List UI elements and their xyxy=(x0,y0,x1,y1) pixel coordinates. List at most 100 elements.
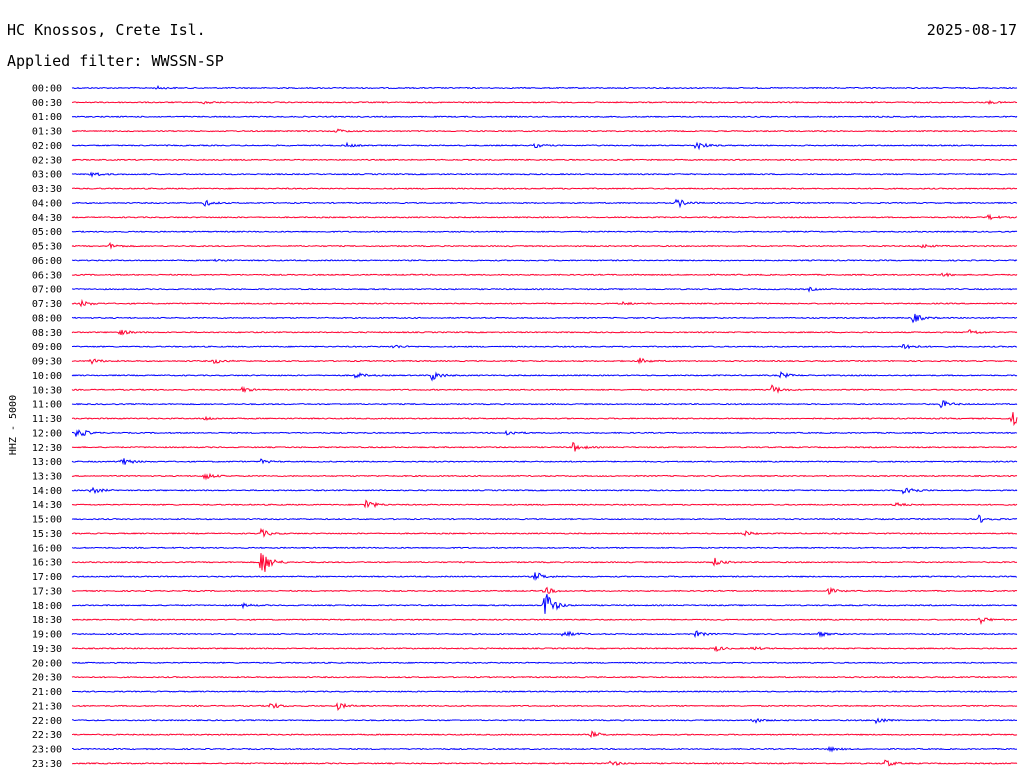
time-tick-label: 23:30 xyxy=(32,759,62,770)
trace-line xyxy=(71,357,1018,365)
time-tick-label: 05:30 xyxy=(32,242,62,253)
trace-line xyxy=(71,441,1018,452)
time-tick-label: 19:30 xyxy=(32,644,62,655)
time-tick-label: 13:00 xyxy=(32,457,62,468)
time-tick-label: 20:00 xyxy=(32,658,62,669)
trace-line xyxy=(71,412,1018,427)
trace-line xyxy=(71,171,1018,178)
time-tick-label: 09:30 xyxy=(32,357,62,368)
trace-line xyxy=(71,546,1018,550)
trace-line xyxy=(71,99,1018,106)
trace-line xyxy=(71,630,1018,639)
trace-line xyxy=(71,272,1018,278)
time-tick-label: 11:30 xyxy=(32,414,62,425)
trace-line xyxy=(71,258,1018,262)
trace-line xyxy=(71,298,1018,308)
time-tick-label: 03:30 xyxy=(32,184,62,195)
time-tick-label: 22:00 xyxy=(32,716,62,727)
time-tick-label: 20:30 xyxy=(32,673,62,684)
time-tick-label: 18:30 xyxy=(32,615,62,626)
trace-line xyxy=(71,586,1018,595)
trace-line xyxy=(71,400,1018,409)
time-tick-label: 14:00 xyxy=(32,486,62,497)
trace-line xyxy=(71,344,1018,350)
trace-line xyxy=(71,514,1018,523)
channel-label: HHZ - 5000 xyxy=(8,395,19,455)
trace-line xyxy=(71,329,1018,336)
time-tick-label: 06:30 xyxy=(32,270,62,281)
trace-line xyxy=(71,730,1018,739)
time-tick-label: 08:00 xyxy=(32,313,62,324)
trace-line xyxy=(71,115,1018,118)
time-tick-label: 23:00 xyxy=(32,745,62,756)
trace-line xyxy=(71,499,1018,509)
time-tick-label: 03:00 xyxy=(32,170,62,181)
time-tick-label: 18:00 xyxy=(32,601,62,612)
time-tick-label: 09:00 xyxy=(32,342,62,353)
time-tick-label: 15:00 xyxy=(32,515,62,526)
trace-line xyxy=(71,187,1018,190)
time-tick-label: 19:00 xyxy=(32,630,62,641)
tick-labels: 00:00 00:30 01:00 01:30 02:00 02:30 03:00 03:30… xyxy=(32,84,62,770)
traces xyxy=(71,84,1018,767)
time-tick-label: 14:30 xyxy=(32,500,62,511)
time-tick-label: 12:30 xyxy=(32,443,62,454)
time-tick-label: 17:00 xyxy=(32,572,62,583)
trace-line xyxy=(71,759,1018,767)
trace-line xyxy=(72,198,1018,209)
filter-caption: Applied filter: WWSSN-SP xyxy=(7,52,224,70)
time-tick-label: 01:00 xyxy=(32,112,62,123)
trace-line xyxy=(71,572,1018,581)
time-tick-label: 16:00 xyxy=(32,543,62,554)
trace-line xyxy=(71,230,1018,233)
trace-line xyxy=(71,242,1018,250)
time-tick-label: 13:30 xyxy=(32,471,62,482)
trace-line xyxy=(71,371,1018,382)
time-tick-label: 15:30 xyxy=(32,529,62,540)
trace-line xyxy=(71,84,1018,90)
trace-line xyxy=(71,675,1018,679)
trace-line xyxy=(71,702,1018,711)
time-tick-label: 05:00 xyxy=(32,227,62,238)
trace-line xyxy=(71,661,1018,665)
time-tick-label: 04:00 xyxy=(32,198,62,209)
trace-line xyxy=(71,128,1018,133)
time-tick-label: 04:30 xyxy=(32,213,62,224)
trace-line xyxy=(71,384,1018,394)
time-tick-label: 08:30 xyxy=(32,328,62,339)
time-tick-label: 10:30 xyxy=(32,385,62,396)
trace-line xyxy=(71,486,1018,495)
trace-line xyxy=(71,646,1018,652)
time-tick-label: 21:00 xyxy=(32,687,62,698)
trace-line xyxy=(71,141,1018,151)
record-date: 2025-08-17 xyxy=(926,21,1017,39)
time-tick-label: 02:30 xyxy=(32,155,62,166)
trace-line xyxy=(71,717,1017,725)
time-tick-label: 16:30 xyxy=(32,558,62,569)
time-tick-label: 10:00 xyxy=(32,371,62,382)
trace-line xyxy=(71,690,1018,693)
trace-line xyxy=(71,617,1018,626)
time-tick-label: 21:30 xyxy=(32,701,62,712)
time-tick-label: 00:30 xyxy=(32,98,62,109)
time-tick-label: 17:30 xyxy=(32,586,62,597)
time-tick-label: 02:00 xyxy=(32,141,62,152)
trace-line xyxy=(71,553,1018,572)
trace-line xyxy=(71,158,1018,162)
time-tick-label: 07:00 xyxy=(32,285,62,296)
trace-line xyxy=(71,472,1018,481)
time-tick-label: 01:30 xyxy=(32,127,62,138)
station-title: HC Knossos, Crete Isl. xyxy=(7,21,206,39)
time-tick-label: 07:30 xyxy=(32,299,62,310)
time-tick-label: 12:00 xyxy=(32,428,62,439)
trace-line xyxy=(71,213,1018,221)
trace-line xyxy=(71,429,1018,437)
time-tick-label: 06:00 xyxy=(32,256,62,267)
trace-line xyxy=(71,458,1018,466)
time-tick-label: 22:30 xyxy=(32,730,62,741)
trace-line xyxy=(71,286,1018,293)
time-tick-label: 00:00 xyxy=(32,84,62,95)
trace-line xyxy=(71,313,1018,324)
trace-line xyxy=(71,593,1018,614)
